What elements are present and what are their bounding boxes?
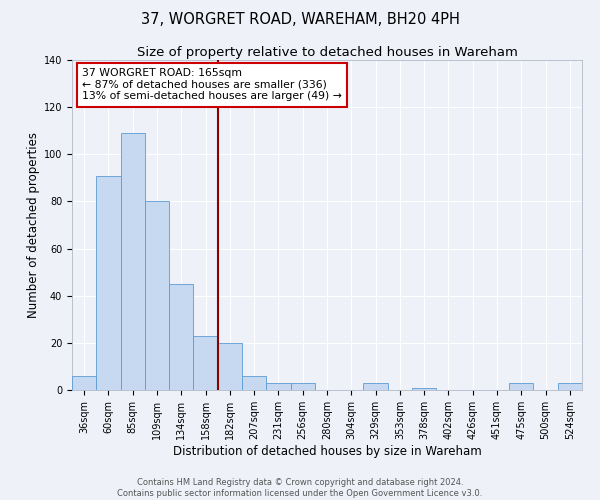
Bar bbox=[242, 376, 266, 390]
Bar bbox=[218, 343, 242, 390]
Bar bbox=[266, 383, 290, 390]
Bar bbox=[193, 336, 218, 390]
Text: Contains HM Land Registry data © Crown copyright and database right 2024.
Contai: Contains HM Land Registry data © Crown c… bbox=[118, 478, 482, 498]
Bar bbox=[364, 383, 388, 390]
Y-axis label: Number of detached properties: Number of detached properties bbox=[26, 132, 40, 318]
Bar bbox=[558, 383, 582, 390]
Bar bbox=[72, 376, 96, 390]
Bar bbox=[509, 383, 533, 390]
X-axis label: Distribution of detached houses by size in Wareham: Distribution of detached houses by size … bbox=[173, 444, 481, 458]
Bar bbox=[290, 383, 315, 390]
Bar bbox=[169, 284, 193, 390]
Bar bbox=[412, 388, 436, 390]
Bar bbox=[121, 133, 145, 390]
Text: 37 WORGRET ROAD: 165sqm
← 87% of detached houses are smaller (336)
13% of semi-d: 37 WORGRET ROAD: 165sqm ← 87% of detache… bbox=[82, 68, 342, 102]
Text: 37, WORGRET ROAD, WAREHAM, BH20 4PH: 37, WORGRET ROAD, WAREHAM, BH20 4PH bbox=[140, 12, 460, 28]
Title: Size of property relative to detached houses in Wareham: Size of property relative to detached ho… bbox=[137, 46, 517, 59]
Bar bbox=[96, 176, 121, 390]
Bar bbox=[145, 202, 169, 390]
